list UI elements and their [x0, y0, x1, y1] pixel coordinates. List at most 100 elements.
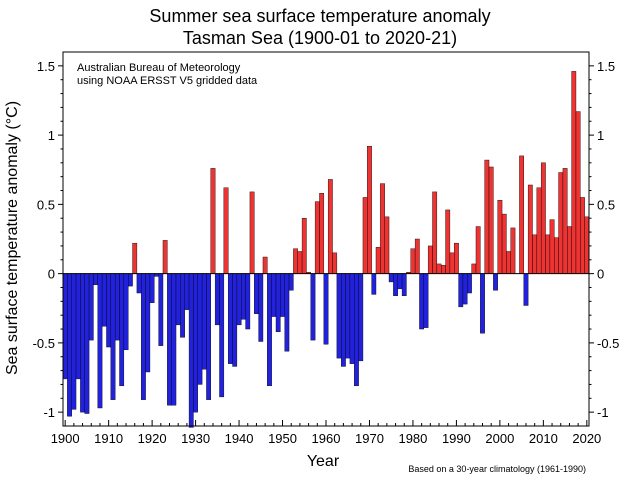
y-tick-label-left-5: -1 — [43, 405, 55, 420]
climatology-footnote: Based on a 30-year climatology (1961-199… — [408, 464, 586, 474]
bar-1914 — [123, 273, 129, 351]
bar-2015 — [562, 168, 568, 274]
ticks-group: 1900 1910 1920 1930 1940 1950 1960 1970 1980 1990… — [33, 59, 620, 446]
bar-2010 — [540, 162, 546, 274]
chart-subtitle: Tasman Sea (1900-01 to 2020-21) — [183, 28, 457, 48]
y-tick-label-left-3: 0 — [48, 267, 55, 282]
bar-1938 — [227, 273, 233, 364]
bar-1983 — [423, 273, 429, 328]
y-tick-label-left-2: 0.5 — [37, 197, 55, 212]
x-tick-label-2010: 2010 — [529, 431, 558, 446]
y-tick-label-left-4: -0.5 — [33, 336, 55, 351]
bar-1951 — [284, 273, 290, 352]
bar-1941 — [241, 273, 246, 320]
bar-1900 — [62, 273, 68, 380]
bar-1934 — [210, 168, 216, 274]
x-tick-label-2000: 2000 — [485, 431, 514, 446]
bar-1993 — [467, 273, 472, 294]
bar-1971 — [371, 273, 377, 295]
bar-1950 — [280, 273, 285, 317]
bar-1994 — [471, 263, 477, 274]
bar-1958 — [314, 201, 320, 274]
bar-1913 — [119, 273, 125, 387]
bar-1902 — [71, 273, 77, 410]
bar-1957 — [310, 273, 316, 341]
x-tick-label-1960: 1960 — [312, 431, 341, 446]
bar-2005 — [519, 155, 525, 274]
bar-1976 — [393, 273, 398, 296]
bar-1969 — [362, 197, 368, 274]
bar-2009 — [536, 187, 542, 274]
bar-1988 — [445, 209, 451, 274]
y-tick-label-right-1: 1 — [597, 128, 604, 143]
bar-1989 — [449, 252, 455, 274]
bar-1911 — [110, 273, 116, 400]
bar-1901 — [67, 273, 72, 417]
bar-1932 — [201, 273, 207, 370]
bar-2014 — [558, 172, 564, 274]
bar-1926 — [175, 273, 181, 326]
bar-2008 — [532, 234, 538, 274]
bar-1966 — [349, 273, 355, 364]
bar-1918 — [141, 273, 146, 400]
bar-1970 — [367, 145, 372, 274]
bar-1990 — [454, 242, 459, 274]
bar-1936 — [219, 273, 225, 398]
bar-1953 — [293, 248, 298, 274]
bar-1954 — [297, 251, 303, 274]
x-axis-title: Year — [307, 453, 340, 470]
bar-1927 — [180, 273, 185, 338]
bar-1987 — [441, 265, 446, 274]
y-tick-label-right-3: 0 — [597, 267, 604, 282]
bar-1952 — [288, 273, 294, 291]
bar-1929 — [188, 273, 194, 428]
bar-1962 — [332, 252, 338, 274]
bar-1960 — [323, 273, 329, 345]
source-note-line-1: Australian Bureau of Meteorology — [77, 62, 241, 74]
bar-2019 — [580, 197, 585, 274]
bar-1996 — [480, 273, 485, 334]
x-tick-label-1930: 1930 — [181, 431, 210, 446]
bar-1904 — [80, 273, 85, 413]
bar-1940 — [236, 273, 242, 326]
bar-1906 — [88, 273, 94, 341]
bar-1959 — [319, 193, 325, 274]
bar-1943 — [249, 191, 255, 274]
bar-2001 — [501, 213, 507, 274]
bar-2020 — [584, 216, 590, 274]
bar-1916 — [132, 242, 138, 274]
bar-1980 — [410, 248, 416, 274]
y-tick-label-right-2: 0.5 — [597, 197, 615, 212]
bar-1964 — [341, 273, 346, 367]
bar-2013 — [554, 237, 559, 274]
bar-1944 — [254, 273, 259, 315]
bar-1985 — [432, 191, 438, 274]
x-tick-label-1900: 1900 — [51, 431, 80, 446]
chart-title: Summer sea surface temperature anomaly — [149, 6, 490, 26]
bar-1975 — [388, 273, 394, 283]
bar-1907 — [93, 273, 98, 285]
bar-2011 — [545, 234, 551, 274]
bar-1931 — [197, 273, 203, 385]
bar-1945 — [258, 273, 264, 342]
bar-1967 — [354, 273, 359, 387]
y-axis-title: Sea surface temperature anomaly (°C) — [4, 101, 21, 375]
bar-1946 — [262, 256, 268, 274]
bar-1961 — [327, 179, 333, 274]
bar-1947 — [267, 273, 272, 387]
bar-1965 — [345, 273, 351, 359]
x-tick-label-1920: 1920 — [138, 431, 167, 446]
bar-1968 — [358, 273, 364, 362]
bar-2002 — [506, 251, 511, 274]
bar-1978 — [401, 273, 407, 296]
y-tick-label-left-0: 1.5 — [37, 59, 55, 74]
bar-2003 — [510, 227, 516, 274]
x-tick-label-1950: 1950 — [268, 431, 297, 446]
bar-1982 — [419, 273, 425, 330]
bar-1915 — [128, 273, 133, 287]
bar-1935 — [214, 273, 220, 326]
x-tick-label-1990: 1990 — [442, 431, 471, 446]
x-tick-label-1910: 1910 — [94, 431, 123, 446]
bar-1917 — [136, 273, 142, 294]
